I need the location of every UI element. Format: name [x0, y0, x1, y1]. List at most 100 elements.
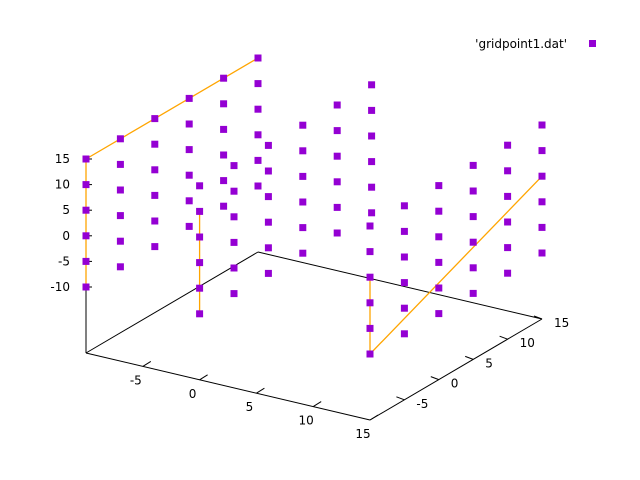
data-point — [196, 207, 204, 215]
data-point — [366, 222, 374, 230]
data-point — [299, 224, 307, 232]
data-point — [368, 209, 376, 217]
data-point — [435, 284, 443, 292]
series-points — [82, 54, 546, 358]
y-tick — [533, 315, 543, 320]
data-point — [185, 171, 193, 179]
data-point — [196, 284, 204, 292]
data-point — [368, 158, 376, 166]
data-point — [538, 147, 546, 155]
x-tick-label: 0 — [189, 387, 197, 401]
data-point — [299, 249, 307, 257]
data-point — [435, 258, 443, 266]
data-point — [333, 229, 341, 237]
data-point — [366, 273, 374, 281]
data-point — [264, 141, 272, 149]
data-point — [82, 206, 90, 214]
data-point — [333, 127, 341, 135]
y-tick — [465, 355, 474, 360]
x-tick-label: 10 — [299, 414, 314, 428]
x-tick-label: 15 — [355, 427, 370, 441]
data-point — [333, 203, 341, 211]
z-tick-label: 0 — [62, 229, 70, 243]
data-point — [400, 202, 408, 210]
legend-label: 'gridpoint1.dat' — [475, 37, 567, 51]
data-point — [368, 183, 376, 191]
x-axis-line — [85, 352, 371, 421]
y-tick-label: -5 — [416, 397, 428, 411]
legend-marker — [589, 40, 596, 47]
data-point — [400, 253, 408, 261]
x-tick — [312, 401, 322, 408]
data-point — [538, 198, 546, 206]
data-point — [469, 161, 477, 169]
data-point — [368, 81, 376, 89]
z-tick-label: -10 — [50, 280, 70, 294]
data-point — [116, 135, 124, 143]
data-point — [220, 177, 228, 185]
data-point — [230, 290, 238, 298]
data-point — [254, 105, 262, 113]
data-point — [116, 263, 124, 271]
data-point — [368, 132, 376, 140]
data-point — [264, 193, 272, 201]
y-tick-label: 15 — [554, 316, 569, 330]
data-point — [254, 54, 262, 62]
y-tick-label: 0 — [451, 377, 459, 391]
data-point — [254, 131, 262, 139]
y-axis-line — [85, 251, 259, 354]
data-point — [435, 207, 443, 215]
z-tick-label: -5 — [58, 254, 70, 268]
data-point — [116, 186, 124, 194]
data-point — [82, 257, 90, 265]
series-lines — [85, 57, 543, 355]
data-point — [220, 151, 228, 159]
data-point — [264, 269, 272, 277]
series-line — [85, 57, 259, 160]
data-point — [469, 289, 477, 297]
y-tick — [499, 335, 508, 340]
floor-right-edge — [369, 318, 543, 421]
data-point — [220, 125, 228, 133]
data-point — [264, 218, 272, 226]
data-point — [230, 187, 238, 195]
data-point — [538, 223, 546, 231]
data-point — [366, 350, 374, 358]
data-point — [366, 324, 374, 332]
data-point — [504, 192, 512, 200]
data-point — [82, 232, 90, 240]
data-point — [435, 182, 443, 190]
data-point — [116, 160, 124, 168]
data-point — [82, 181, 90, 189]
data-point — [504, 218, 512, 226]
data-point — [151, 166, 159, 174]
data-point — [538, 172, 546, 180]
data-point — [230, 238, 238, 246]
data-point — [220, 74, 228, 82]
data-point — [400, 227, 408, 235]
z-tick-label: 15 — [55, 152, 70, 166]
data-point — [264, 167, 272, 175]
data-point — [504, 269, 512, 277]
data-point — [185, 120, 193, 128]
x-tick — [142, 360, 152, 367]
series-line — [369, 175, 543, 355]
z-tick-label: 5 — [62, 203, 70, 217]
data-point — [333, 101, 341, 109]
data-point — [435, 310, 443, 318]
data-point — [435, 233, 443, 241]
data-point — [185, 197, 193, 205]
y-tick-label: 5 — [485, 356, 493, 370]
data-point — [299, 198, 307, 206]
data-point — [538, 249, 546, 257]
data-point — [254, 182, 262, 190]
data-point — [185, 94, 193, 102]
data-point — [504, 167, 512, 175]
x-tick — [199, 374, 208, 381]
data-point — [185, 222, 193, 230]
data-point — [196, 259, 204, 267]
data-point — [504, 244, 512, 252]
data-point — [196, 233, 204, 241]
data-point — [504, 141, 512, 149]
data-point — [333, 178, 341, 186]
